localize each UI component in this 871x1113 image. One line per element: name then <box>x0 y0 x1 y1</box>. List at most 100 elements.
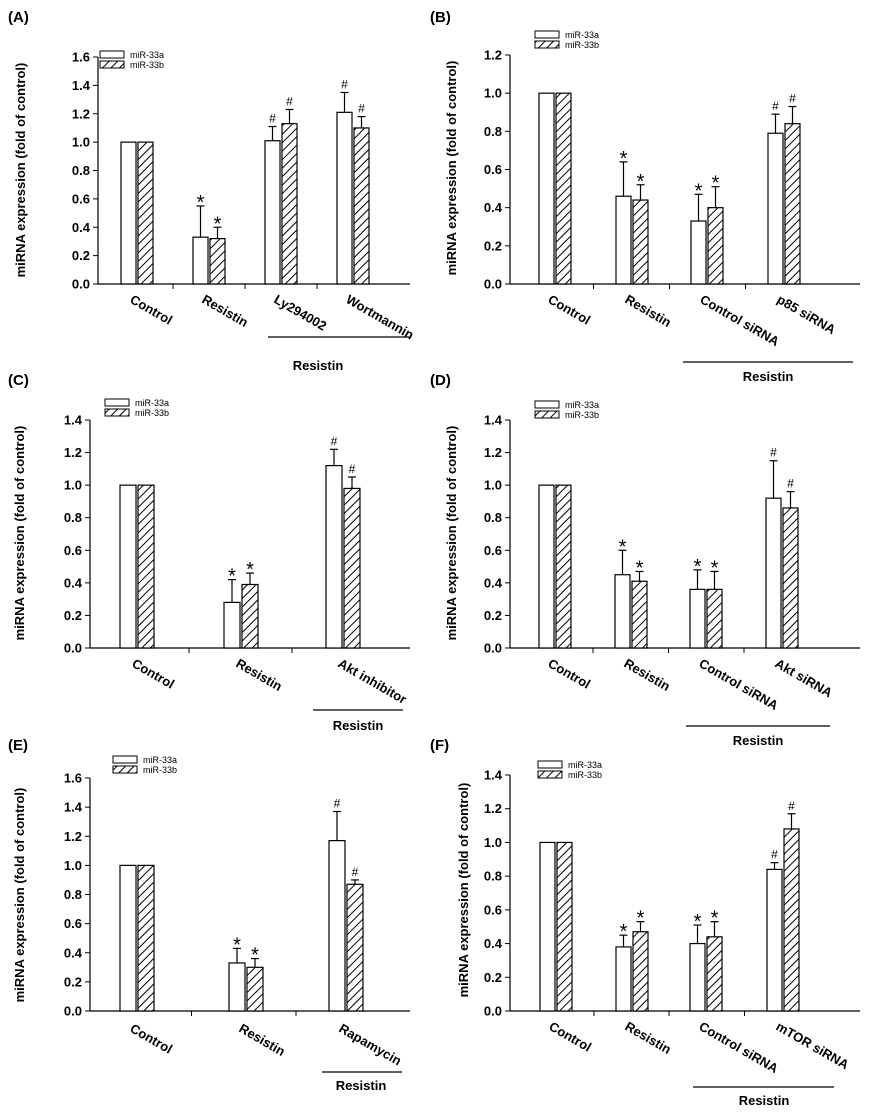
y-tick-label: 1.4 <box>64 800 83 815</box>
legend-label: miR-33a <box>143 755 177 765</box>
bar-mir-33b <box>346 883 364 1012</box>
chart-panel-c: (C) miRNA expression (fold of control) 0.0… <box>8 372 410 733</box>
y-tick-label: 1.4 <box>484 413 503 428</box>
significance-star: * <box>251 945 259 967</box>
y-tick-label: 0.4 <box>72 220 91 235</box>
x-category-label: Control <box>128 292 176 328</box>
bar-mir-33b <box>343 487 361 649</box>
significance-hash: # <box>772 99 779 113</box>
y-tick-label: 1.2 <box>72 106 90 121</box>
y-tick-label: 0.0 <box>64 1004 82 1019</box>
legend-swatch-mir-33a <box>104 398 130 407</box>
bar-mir-33b <box>353 127 370 285</box>
y-tick-label: 0.6 <box>72 191 90 206</box>
bar-mir-33a <box>765 497 782 649</box>
legend-swatch-mir-33b <box>112 765 138 774</box>
bar-mir-33b <box>632 199 649 285</box>
y-tick-label: 1.0 <box>484 835 502 850</box>
legend-swatch-mir-33a <box>99 50 125 59</box>
bar-mir-33b <box>782 507 799 649</box>
legend-swatch-mir-33b <box>537 770 563 779</box>
legend-swatch-mir-33b <box>104 408 130 417</box>
significance-star: * <box>711 908 719 930</box>
x-category-label: Rapamycin <box>337 1021 405 1069</box>
y-tick-label: 1.4 <box>484 768 503 783</box>
bar-mir-33a <box>615 946 632 1012</box>
y-tick-label: 0.8 <box>484 869 502 884</box>
bar-mir-33a <box>614 574 631 649</box>
significance-star: * <box>695 180 703 202</box>
y-tick-label: 0.0 <box>72 277 90 292</box>
chart-panel-f: (F) miRNA expression (fold of control) 0.0… <box>430 737 860 1108</box>
group-label: Resistin <box>336 1078 387 1093</box>
x-category-label: Akt siRNA <box>773 656 836 701</box>
y-tick-label: 0.2 <box>72 248 90 263</box>
legend-label: miR-33b <box>135 408 169 418</box>
significance-star: * <box>233 934 241 956</box>
bar-mir-33b <box>784 123 801 285</box>
panel-label: (A) <box>8 9 29 26</box>
chart-panel-b: (B) miRNA expression (fold of control) 0.0… <box>430 9 860 384</box>
group-label: Resistin <box>743 369 794 384</box>
y-tick-label: 1.0 <box>64 478 82 493</box>
bar-mir-33a <box>264 140 281 285</box>
significance-star: * <box>620 148 628 170</box>
y-axis-label: miRNA expression (fold of control) <box>13 63 28 278</box>
y-tick-label: 1.0 <box>72 135 90 150</box>
y-tick-label: 1.6 <box>64 771 82 786</box>
significance-hash: # <box>269 112 276 126</box>
y-tick-label: 0.4 <box>484 200 503 215</box>
y-tick-label: 0.8 <box>484 510 502 525</box>
y-tick-label: 0.2 <box>484 970 502 985</box>
chart-panel-d: (D) miRNA expression (fold of control) 0.0… <box>430 372 860 748</box>
significance-hash: # <box>789 92 796 106</box>
panel-label: (B) <box>430 9 451 26</box>
significance-hash: # <box>352 865 359 879</box>
y-tick-label: 0.2 <box>64 974 82 989</box>
bar-mir-33a <box>689 588 706 649</box>
y-tick-label: 0.2 <box>484 608 502 623</box>
x-category-label: Resistin <box>623 292 674 330</box>
bar-mir-33a <box>192 236 209 285</box>
bar-mir-33a <box>228 962 246 1012</box>
significance-star: * <box>711 557 719 579</box>
bar-mir-33a <box>767 132 784 285</box>
legend-label: miR-33b <box>568 770 602 780</box>
bar-mir-33b <box>631 580 648 649</box>
y-tick-label: 0.4 <box>484 575 503 590</box>
y-tick-label: 0.8 <box>64 510 82 525</box>
legend-swatch-mir-33a <box>534 400 560 409</box>
legend-label: miR-33b <box>565 410 599 420</box>
y-axis-label: miRNA expression (fold of control) <box>12 788 27 1003</box>
group-label: Resistin <box>293 358 344 373</box>
significance-hash: # <box>331 434 338 448</box>
significance-hash: # <box>770 446 777 460</box>
significance-hash: # <box>341 77 348 91</box>
x-category-label: Control <box>547 1019 595 1055</box>
y-tick-label: 1.0 <box>484 86 502 101</box>
legend-label: miR-33a <box>565 400 599 410</box>
legend-swatch-mir-33a <box>112 755 138 764</box>
legend-swatch-mir-33b <box>534 410 560 419</box>
x-category-label: Control siRNA <box>697 1019 782 1077</box>
y-tick-label: 1.4 <box>72 78 91 93</box>
bar-mir-33b <box>137 141 154 285</box>
y-tick-label: 1.4 <box>64 413 83 428</box>
panel-label: (F) <box>430 737 449 754</box>
x-category-label: Resistin <box>234 656 285 694</box>
y-tick-label: 1.2 <box>484 801 502 816</box>
y-axis-label: miRNA expression (fold of control) <box>444 426 459 641</box>
bar-mir-33a <box>689 942 706 1012</box>
significance-hash: # <box>358 102 365 116</box>
bar-mir-33b <box>281 123 298 285</box>
x-category-label: Ly294002 <box>272 292 330 334</box>
y-tick-label: 1.0 <box>64 858 82 873</box>
bar-mir-33b <box>707 207 724 285</box>
bar-mir-33b <box>632 931 649 1012</box>
y-tick-label: 0.6 <box>484 902 502 917</box>
x-category-label: Resistin <box>200 292 251 330</box>
chart-panel-e: (E) miRNA expression (fold of control) 0.0… <box>8 737 410 1093</box>
bar-mir-33a <box>119 484 137 649</box>
